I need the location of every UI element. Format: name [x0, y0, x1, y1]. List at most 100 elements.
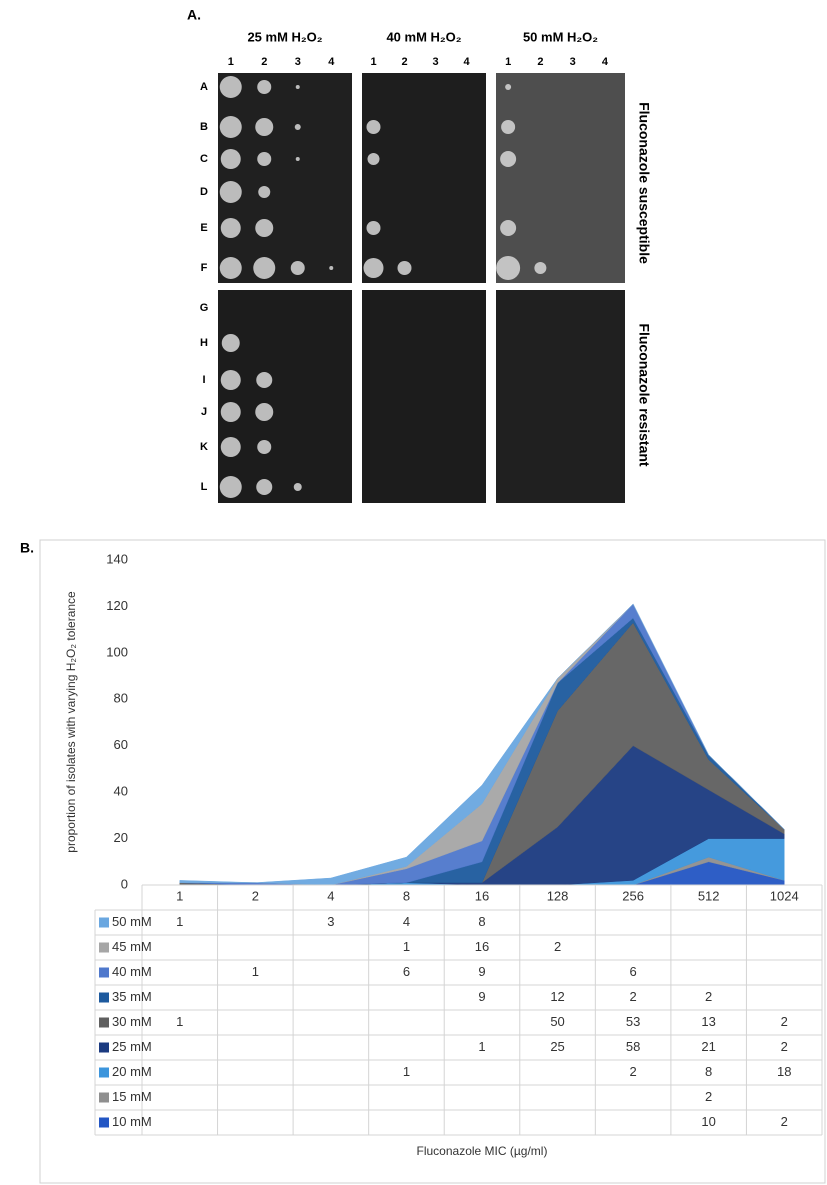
table-value: 3 [327, 914, 334, 929]
colony [220, 476, 242, 498]
x-tick-label: 128 [547, 888, 569, 903]
legend-label: 10 mM [112, 1114, 152, 1129]
table-value: 16 [475, 939, 489, 954]
panel-label: B. [20, 540, 34, 556]
row-label: L [201, 481, 208, 493]
colony [221, 402, 241, 422]
dilution-label: 3 [432, 56, 438, 68]
plate-photo [362, 290, 486, 503]
colony [291, 261, 305, 275]
plate-photo [496, 73, 625, 283]
table-value: 2 [781, 1014, 788, 1029]
table-value: 2 [705, 989, 712, 1004]
table-value: 8 [478, 914, 485, 929]
colony [534, 262, 546, 274]
colony [258, 186, 270, 198]
x-tick-label: 256 [622, 888, 644, 903]
colony [253, 257, 275, 279]
plate-photo [218, 290, 352, 503]
panel-label: A. [187, 7, 201, 23]
dilution-label: 1 [505, 56, 511, 68]
legend-swatch [99, 1018, 109, 1028]
colony [220, 76, 242, 98]
table-value: 2 [781, 1114, 788, 1129]
x-tick-label: 16 [475, 888, 489, 903]
table-value: 1 [176, 1014, 183, 1029]
legend-swatch [99, 943, 109, 953]
y-tick-label: 80 [114, 691, 128, 706]
y-tick-label: 20 [114, 830, 128, 845]
table-value: 4 [403, 914, 410, 929]
dilution-label: 3 [570, 56, 576, 68]
colony [257, 440, 271, 454]
table-value: 18 [777, 1064, 791, 1079]
table-value: 1 [403, 1064, 410, 1079]
y-axis-title: proportion of isolates with varying H₂O₂… [64, 591, 78, 853]
legend-swatch [99, 918, 109, 928]
table-value: 2 [629, 1064, 636, 1079]
colony [294, 483, 302, 491]
x-tick-label: 1024 [770, 888, 799, 903]
table-value: 1 [403, 939, 410, 954]
x-tick-label: 2 [252, 888, 259, 903]
table-value: 8 [705, 1064, 712, 1079]
dilution-label: 2 [401, 56, 407, 68]
plate-photo [218, 73, 352, 283]
table-value: 10 [701, 1114, 715, 1129]
legend-swatch [99, 1093, 109, 1103]
table-value: 58 [626, 1039, 640, 1054]
table-value: 21 [701, 1039, 715, 1054]
colony [501, 120, 515, 134]
table-value: 2 [554, 939, 561, 954]
x-tick-label: 1 [176, 888, 183, 903]
row-label: D [200, 186, 208, 198]
colony [500, 220, 516, 236]
row-label: I [202, 374, 205, 386]
colony [255, 403, 273, 421]
row-label: H [200, 337, 208, 349]
page: A. B. proportion of isolates with varyin… [0, 0, 827, 1185]
table-value: 9 [478, 989, 485, 1004]
table-value: 50 [550, 1014, 564, 1029]
colony [221, 370, 241, 390]
dilution-label: 2 [537, 56, 543, 68]
y-tick-label: 140 [106, 551, 128, 566]
table-value: 1 [252, 964, 259, 979]
x-tick-label: 512 [698, 888, 720, 903]
table-value: 6 [629, 964, 636, 979]
colony [364, 258, 384, 278]
colony [220, 116, 242, 138]
colony [257, 80, 271, 94]
y-tick-label: 40 [114, 784, 128, 799]
colony [221, 149, 241, 169]
legend-swatch [99, 1068, 109, 1078]
colony [256, 372, 272, 388]
row-label: B [200, 121, 208, 133]
group-label: Fluconazole resistant [636, 323, 652, 466]
row-label: E [200, 222, 207, 234]
dilution-label: 4 [328, 56, 335, 68]
colony [367, 221, 381, 235]
colony [296, 157, 300, 161]
colony [221, 437, 241, 457]
legend-label: 20 mM [112, 1064, 152, 1079]
row-label: G [200, 302, 209, 314]
colony [329, 266, 333, 270]
column-header: 40 mM H₂O₂ [386, 29, 461, 44]
row-label: K [200, 441, 208, 453]
colony [500, 151, 516, 167]
colony [295, 124, 301, 130]
dilution-label: 1 [370, 56, 376, 68]
table-value: 12 [550, 989, 564, 1004]
y-tick-label: 60 [114, 737, 128, 752]
legend-label: 45 mM [112, 939, 152, 954]
row-label: A [200, 81, 208, 93]
table-value: 1 [176, 914, 183, 929]
dilution-label: 4 [602, 56, 609, 68]
table-value: 13 [701, 1014, 715, 1029]
legend-label: 35 mM [112, 989, 152, 1004]
colony [398, 261, 412, 275]
colony [257, 152, 271, 166]
table-value: 1 [478, 1039, 485, 1054]
figure: A. B. proportion of isolates with varyin… [0, 0, 827, 1185]
